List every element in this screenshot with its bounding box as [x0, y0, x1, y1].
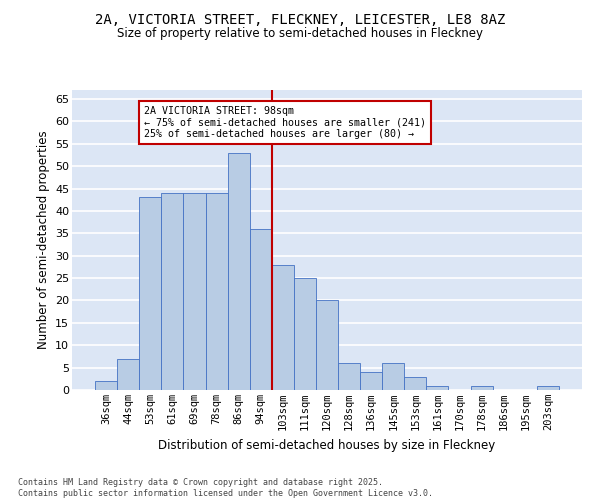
Text: 2A, VICTORIA STREET, FLECKNEY, LEICESTER, LE8 8AZ: 2A, VICTORIA STREET, FLECKNEY, LEICESTER…	[95, 12, 505, 26]
Bar	[427, 386, 448, 390]
Bar	[206, 193, 227, 390]
Bar	[294, 278, 316, 390]
Bar	[95, 381, 117, 390]
Bar	[404, 376, 427, 390]
Bar	[184, 193, 206, 390]
Bar	[470, 386, 493, 390]
Bar	[250, 229, 272, 390]
Y-axis label: Number of semi-detached properties: Number of semi-detached properties	[37, 130, 50, 350]
Text: 2A VICTORIA STREET: 98sqm
← 75% of semi-detached houses are smaller (241)
25% of: 2A VICTORIA STREET: 98sqm ← 75% of semi-…	[144, 106, 426, 139]
Bar	[227, 152, 250, 390]
Bar	[382, 363, 404, 390]
Text: Contains HM Land Registry data © Crown copyright and database right 2025.
Contai: Contains HM Land Registry data © Crown c…	[18, 478, 433, 498]
Bar	[161, 193, 184, 390]
X-axis label: Distribution of semi-detached houses by size in Fleckney: Distribution of semi-detached houses by …	[158, 438, 496, 452]
Bar	[316, 300, 338, 390]
Text: Size of property relative to semi-detached houses in Fleckney: Size of property relative to semi-detach…	[117, 28, 483, 40]
Bar	[139, 198, 161, 390]
Bar	[272, 264, 294, 390]
Bar	[360, 372, 382, 390]
Bar	[117, 358, 139, 390]
Bar	[537, 386, 559, 390]
Bar	[338, 363, 360, 390]
